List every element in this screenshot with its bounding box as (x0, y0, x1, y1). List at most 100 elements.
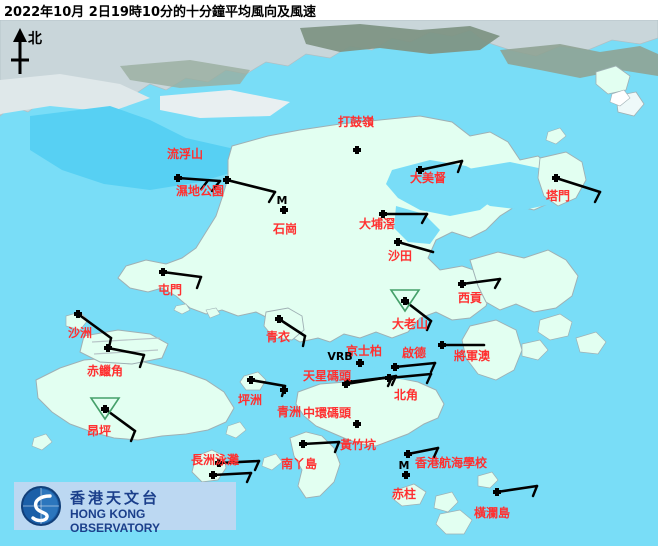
station-label-12: 昂坪 (86, 424, 112, 438)
wind-barb-feather (432, 446, 440, 459)
station-dot[interactable] (76, 310, 80, 318)
station-marker-group (402, 471, 410, 479)
station-marker-group (493, 484, 539, 498)
islet-a (173, 303, 191, 315)
station-dot[interactable] (301, 440, 305, 448)
airport-runway-1 (91, 337, 161, 343)
station-label-15: 大老山 (391, 317, 429, 331)
station-label-26: 南丫島 (280, 457, 318, 471)
hko-logo-icon (21, 486, 61, 526)
station-marker-group (391, 361, 437, 374)
station-label-21: 中環碼頭 (302, 406, 352, 420)
wind-barb-feather (195, 275, 203, 290)
station-dot[interactable] (396, 238, 400, 246)
station-label-28: 赤柱 (391, 487, 417, 501)
mainland-vegetation (300, 24, 500, 54)
hko-logo-name-en: HONG KONG OBSERVATORY (70, 507, 161, 535)
wind-barb-shaft (396, 240, 435, 254)
station-dot[interactable] (495, 488, 499, 496)
station-dot[interactable] (440, 341, 444, 349)
station-label-14: 坪洲 (237, 393, 263, 407)
wind-barb-shaft (217, 459, 261, 465)
station-dot[interactable] (381, 210, 385, 218)
mainland-urban-2 (160, 90, 290, 118)
station-label-11: 赤鱲角 (86, 364, 124, 378)
inner-tolo (394, 206, 440, 244)
station-marker-group (299, 440, 341, 454)
station-marker-group (552, 174, 602, 204)
wind-barb-feather (129, 429, 137, 443)
station-label-20: 北角 (393, 388, 419, 402)
islet-d (545, 127, 567, 145)
station-label-17: 京士柏 (345, 344, 383, 358)
station-dot[interactable] (355, 146, 359, 154)
station-label-16: 將軍澳 (453, 349, 491, 363)
station-label-8: 西貢 (457, 291, 483, 305)
vrb-wind-label: VRB (327, 350, 353, 363)
station-marker-group (353, 146, 361, 154)
station-dot[interactable] (277, 315, 281, 323)
wind-barb-feather (200, 178, 210, 191)
station-label-29: 橫瀾島 (473, 506, 511, 520)
station-dot[interactable] (554, 174, 558, 182)
station-marker-group (356, 359, 364, 367)
islet-c (609, 89, 631, 107)
wind-barb-shaft (301, 440, 341, 446)
station-label-22: 青洲 (276, 405, 302, 419)
station-label-6: 大埔滘 (358, 217, 396, 231)
station-dot[interactable] (418, 166, 422, 174)
islet-f (31, 433, 53, 451)
station-dot[interactable] (282, 386, 286, 394)
station-triangle-icon (389, 289, 421, 313)
station-label-5: 塔門 (545, 189, 571, 203)
lamma-island (289, 431, 341, 499)
station-dot[interactable] (355, 420, 359, 428)
station-dot[interactable] (406, 450, 410, 458)
wind-barb-feather (253, 459, 261, 472)
map-canvas[interactable]: 北 打鼓嶺 流浮山 濕地公園 石崗 M 大美督 塔門 大埔滘 沙田 西貢 屯門 沙洲 赤鱲角 昂坪 青衣 坪洲… (0, 20, 658, 546)
mainland-urban-1 (0, 74, 150, 114)
wind-barb-feather (301, 334, 307, 348)
wind-barb-shaft (249, 378, 287, 388)
station-dot[interactable] (103, 405, 107, 413)
wind-barb-shaft (418, 159, 464, 172)
station-label-9: 屯門 (157, 283, 183, 297)
station-dot[interactable] (282, 206, 286, 214)
north-arrow-icon (11, 28, 29, 74)
station-dot[interactable] (225, 176, 229, 184)
wind-barb-shaft (106, 346, 146, 357)
wind-barb-feather (333, 440, 341, 454)
station-marker-group (275, 315, 307, 348)
station-dot[interactable] (106, 344, 110, 352)
station-dot[interactable] (217, 459, 221, 467)
station-label-2: 濕地公園 (175, 184, 225, 198)
islet-e (261, 453, 283, 471)
wind-barb-feather (425, 372, 433, 385)
station-marker-group (416, 159, 464, 174)
station-dot[interactable] (344, 380, 348, 388)
station-dot[interactable] (358, 359, 362, 367)
station-label-23: 黃竹坑 (339, 438, 377, 452)
station-label-18: 啟德 (401, 346, 427, 360)
sk-islet-3 (521, 339, 549, 361)
station-marker-group (104, 344, 146, 369)
station-label-0: 打鼓嶺 (337, 115, 375, 129)
wind-barb-feather (210, 179, 222, 193)
station-dot[interactable] (404, 471, 408, 479)
station-dot[interactable] (403, 297, 407, 305)
southern-islet-1 (433, 491, 459, 513)
wind-barb-shaft (460, 277, 502, 286)
north-label: 北 (28, 31, 42, 47)
station-marker-group (215, 459, 261, 472)
islet-g (225, 421, 247, 439)
station-dot[interactable] (460, 280, 464, 288)
station-dot[interactable] (211, 471, 215, 479)
station-dot[interactable] (249, 376, 253, 384)
station-dot[interactable] (161, 268, 165, 276)
station-dot[interactable] (176, 174, 180, 182)
station-dot[interactable] (393, 363, 397, 371)
wind-barb-shaft (76, 312, 113, 340)
sk-islet-1 (537, 313, 573, 341)
hko-logo: 香港天文台 HONG KONG OBSERVATORY (14, 482, 236, 535)
station-marker-group (404, 446, 440, 459)
